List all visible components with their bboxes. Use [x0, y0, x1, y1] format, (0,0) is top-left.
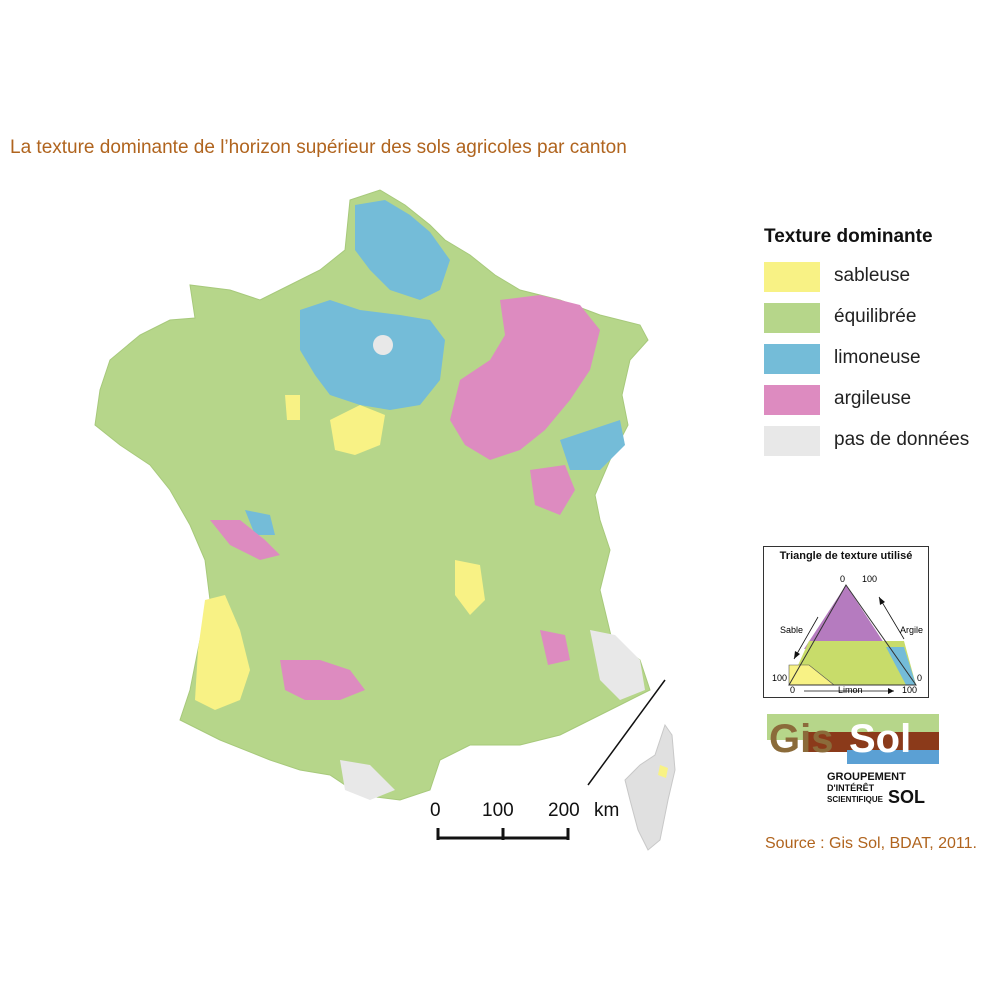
scale-label-200: 200 — [548, 800, 580, 821]
legend-swatch-sableuse — [764, 262, 820, 292]
argileuse-nord-est — [450, 295, 600, 460]
scale-bar: 0 100 200 km — [420, 800, 630, 850]
legend-label: pas de données — [834, 429, 970, 450]
legend-title: Texture dominante — [764, 226, 933, 247]
corse-sableuse — [658, 765, 668, 778]
limoneuse-nord — [355, 200, 450, 300]
logo-line2: D'INTÉRÊT — [827, 782, 875, 793]
legend-item: limoneuse — [764, 344, 994, 385]
scale-label-100: 100 — [482, 800, 514, 821]
limoneuse-ouest — [245, 510, 275, 535]
legend-item: sableuse — [764, 262, 994, 303]
tri-top-0: 0 — [840, 574, 845, 584]
tri-right-100: 100 — [902, 685, 917, 695]
legend-swatch-limoneuse — [764, 344, 820, 374]
legend-label: sableuse — [834, 265, 911, 286]
logo-line3-sol: SOL — [888, 787, 925, 807]
corse — [624, 723, 676, 851]
argileuse-charente — [210, 520, 280, 560]
limoneuse-est — [560, 420, 625, 470]
sableuse-bretagne — [285, 395, 300, 420]
scale-label-0: 0 — [430, 800, 441, 821]
legend-swatch-argileuse — [764, 385, 820, 415]
legend-swatch-equilibree — [764, 303, 820, 333]
legend-label: limoneuse — [834, 347, 921, 368]
limoneuse-paris — [300, 300, 445, 410]
tri-top-100: 100 — [862, 574, 877, 584]
paris-area — [373, 335, 393, 355]
logo-line3: SCIENTIFIQUE — [827, 795, 884, 804]
source-note: Source : Gis Sol, BDAT, 2011. — [765, 835, 977, 852]
legend-item: pas de données — [764, 426, 994, 467]
triangle-title: Triangle de texture utilisé — [779, 550, 913, 562]
texture-triangle: Triangle de texture utilisé 0 100 Sable … — [763, 546, 929, 698]
argileuse-provence — [540, 630, 570, 665]
legend-item: argileuse — [764, 385, 994, 426]
map-title: La texture dominante de l’horizon supéri… — [10, 137, 627, 158]
tri-right-0: 0 — [917, 673, 922, 683]
sableuse-sologne — [330, 405, 385, 455]
scale-unit: km — [594, 800, 620, 821]
inset-separator — [587, 679, 666, 786]
no-data-alps — [590, 630, 645, 700]
tri-sable: Sable — [780, 625, 803, 635]
legend-item: équilibrée — [764, 303, 994, 344]
tri-limon: Limon — [838, 685, 863, 695]
legend-label: argileuse — [834, 388, 912, 409]
sableuse-landes — [195, 595, 250, 710]
no-data-pyrenees — [340, 760, 395, 800]
gissol-logo: Gis Sol GROUPEMENT D'INTÉRÊT SCIENTIFIQU… — [767, 714, 939, 807]
logo-sol: Sol — [849, 717, 911, 761]
legend: Texture dominante sableuse équilibrée li… — [764, 226, 994, 467]
tri-left-0: 0 — [790, 685, 795, 695]
tri-left-100: 100 — [772, 673, 787, 683]
argileuse-sud — [280, 660, 365, 700]
scale-line — [436, 828, 570, 840]
tri-argile: Argile — [900, 625, 923, 635]
logo-gis: Gis — [769, 717, 833, 761]
legend-swatch-no-data — [764, 426, 820, 456]
legend-label: équilibrée — [834, 306, 917, 327]
logo-line1: GROUPEMENT — [827, 771, 906, 783]
sableuse-centre — [455, 560, 485, 615]
triangle-diagram: 0 100 Sable Argile 100 0 0 100 Limon — [772, 574, 923, 695]
argileuse-alsace — [530, 465, 575, 515]
